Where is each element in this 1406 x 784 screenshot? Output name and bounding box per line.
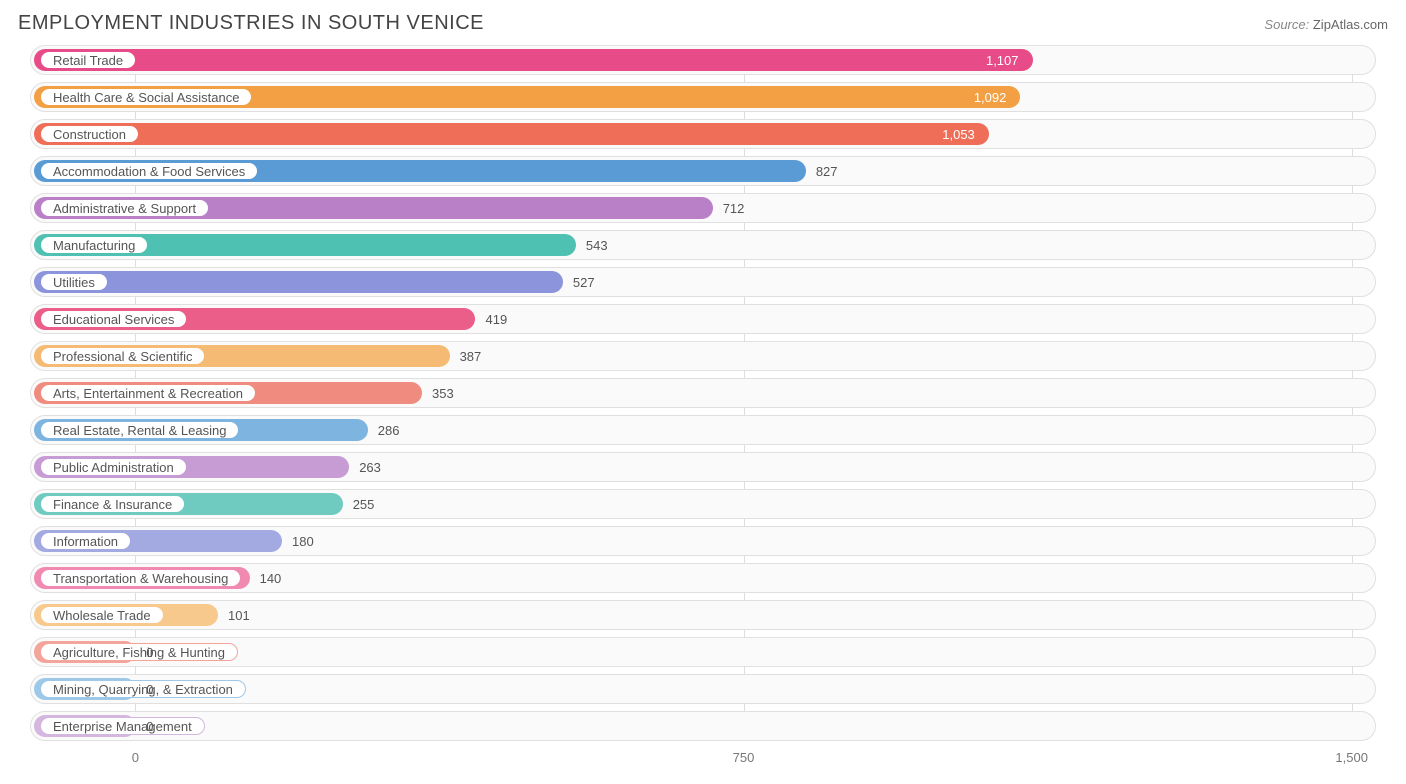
bar-label: Manufacturing	[40, 236, 148, 254]
bar-value: 140	[250, 564, 282, 592]
bar-row: Real Estate, Rental & Leasing 286	[30, 415, 1376, 445]
bar-row: Enterprise Management0	[30, 711, 1376, 741]
bar-row: Agriculture, Fishing & Hunting0	[30, 637, 1376, 667]
bar-label: Arts, Entertainment & Recreation	[40, 384, 256, 402]
source-label: Source:	[1264, 17, 1309, 32]
bar-label: Accommodation & Food Services	[40, 162, 258, 180]
chart-header: EMPLOYMENT INDUSTRIES IN SOUTH VENICE So…	[18, 12, 1388, 35]
bar-row: Information 180	[30, 526, 1376, 556]
bar-label: Utilities	[40, 273, 108, 291]
bar-row: Mining, Quarrying, & Extraction0	[30, 674, 1376, 704]
bar-value: 712	[713, 194, 745, 222]
bar-value: 286	[368, 416, 400, 444]
bar-row: Retail Trade1,107	[30, 45, 1376, 75]
axis-tick: 0	[132, 750, 139, 765]
x-axis: 0 750 1,500	[30, 748, 1376, 772]
bar-row: Accommodation & Food Services 827	[30, 156, 1376, 186]
chart-source: Source: ZipAtlas.com	[1264, 17, 1388, 32]
bar-value: 180	[282, 527, 314, 555]
bar-value: 255	[343, 490, 375, 518]
chart-plot: Retail Trade1,107 Health Care & Social As…	[30, 45, 1376, 741]
bar-value: 387	[450, 342, 482, 370]
chart-title: EMPLOYMENT INDUSTRIES IN SOUTH VENICE	[18, 12, 484, 35]
bar-value: 1,053	[31, 120, 989, 148]
bar-value: 0	[136, 712, 153, 740]
axis-tick: 1,500	[1335, 750, 1368, 765]
axis-tick: 750	[733, 750, 755, 765]
chart-area: Retail Trade1,107 Health Care & Social As…	[18, 45, 1388, 772]
bar-row: Health Care & Social Assistance1,092	[30, 82, 1376, 112]
bar-label: Educational Services	[40, 310, 187, 328]
source-value: ZipAtlas.com	[1313, 17, 1388, 32]
bar-value: 0	[136, 675, 153, 703]
bar-row: Transportation & Warehousing 140	[30, 563, 1376, 593]
bar-value: 0	[136, 638, 153, 666]
bar-label: Professional & Scientific	[40, 347, 205, 365]
bar-label: Public Administration	[40, 458, 187, 476]
bar-row: Utilities 527	[30, 267, 1376, 297]
bar-value: 1,107	[31, 46, 1033, 74]
bar-label: Wholesale Trade	[40, 606, 164, 624]
bar-row: Arts, Entertainment & Recreation 353	[30, 378, 1376, 408]
bar-value: 263	[349, 453, 381, 481]
bar-value: 419	[475, 305, 507, 333]
bar-fill	[34, 271, 563, 293]
bar-value: 353	[422, 379, 454, 407]
bar-row: Construction1,053	[30, 119, 1376, 149]
bar-label: Real Estate, Rental & Leasing	[40, 421, 239, 439]
bar-value: 543	[576, 231, 608, 259]
bar-value: 101	[218, 601, 250, 629]
bar-label: Information	[40, 532, 131, 550]
bar-value: 1,092	[31, 83, 1020, 111]
bar-label: Enterprise Management	[40, 717, 205, 735]
bar-row: Manufacturing 543	[30, 230, 1376, 260]
bar-row: Wholesale Trade 101	[30, 600, 1376, 630]
bar-label: Administrative & Support	[40, 199, 209, 217]
bar-value: 527	[563, 268, 595, 296]
bar-row: Professional & Scientific 387	[30, 341, 1376, 371]
bar-label: Transportation & Warehousing	[40, 569, 241, 587]
bar-value: 827	[806, 157, 838, 185]
bar-row: Public Administration 263	[30, 452, 1376, 482]
bar-row: Administrative & Support 712	[30, 193, 1376, 223]
bar-row: Finance & Insurance 255	[30, 489, 1376, 519]
bar-label: Finance & Insurance	[40, 495, 185, 513]
bar-row: Educational Services 419	[30, 304, 1376, 334]
